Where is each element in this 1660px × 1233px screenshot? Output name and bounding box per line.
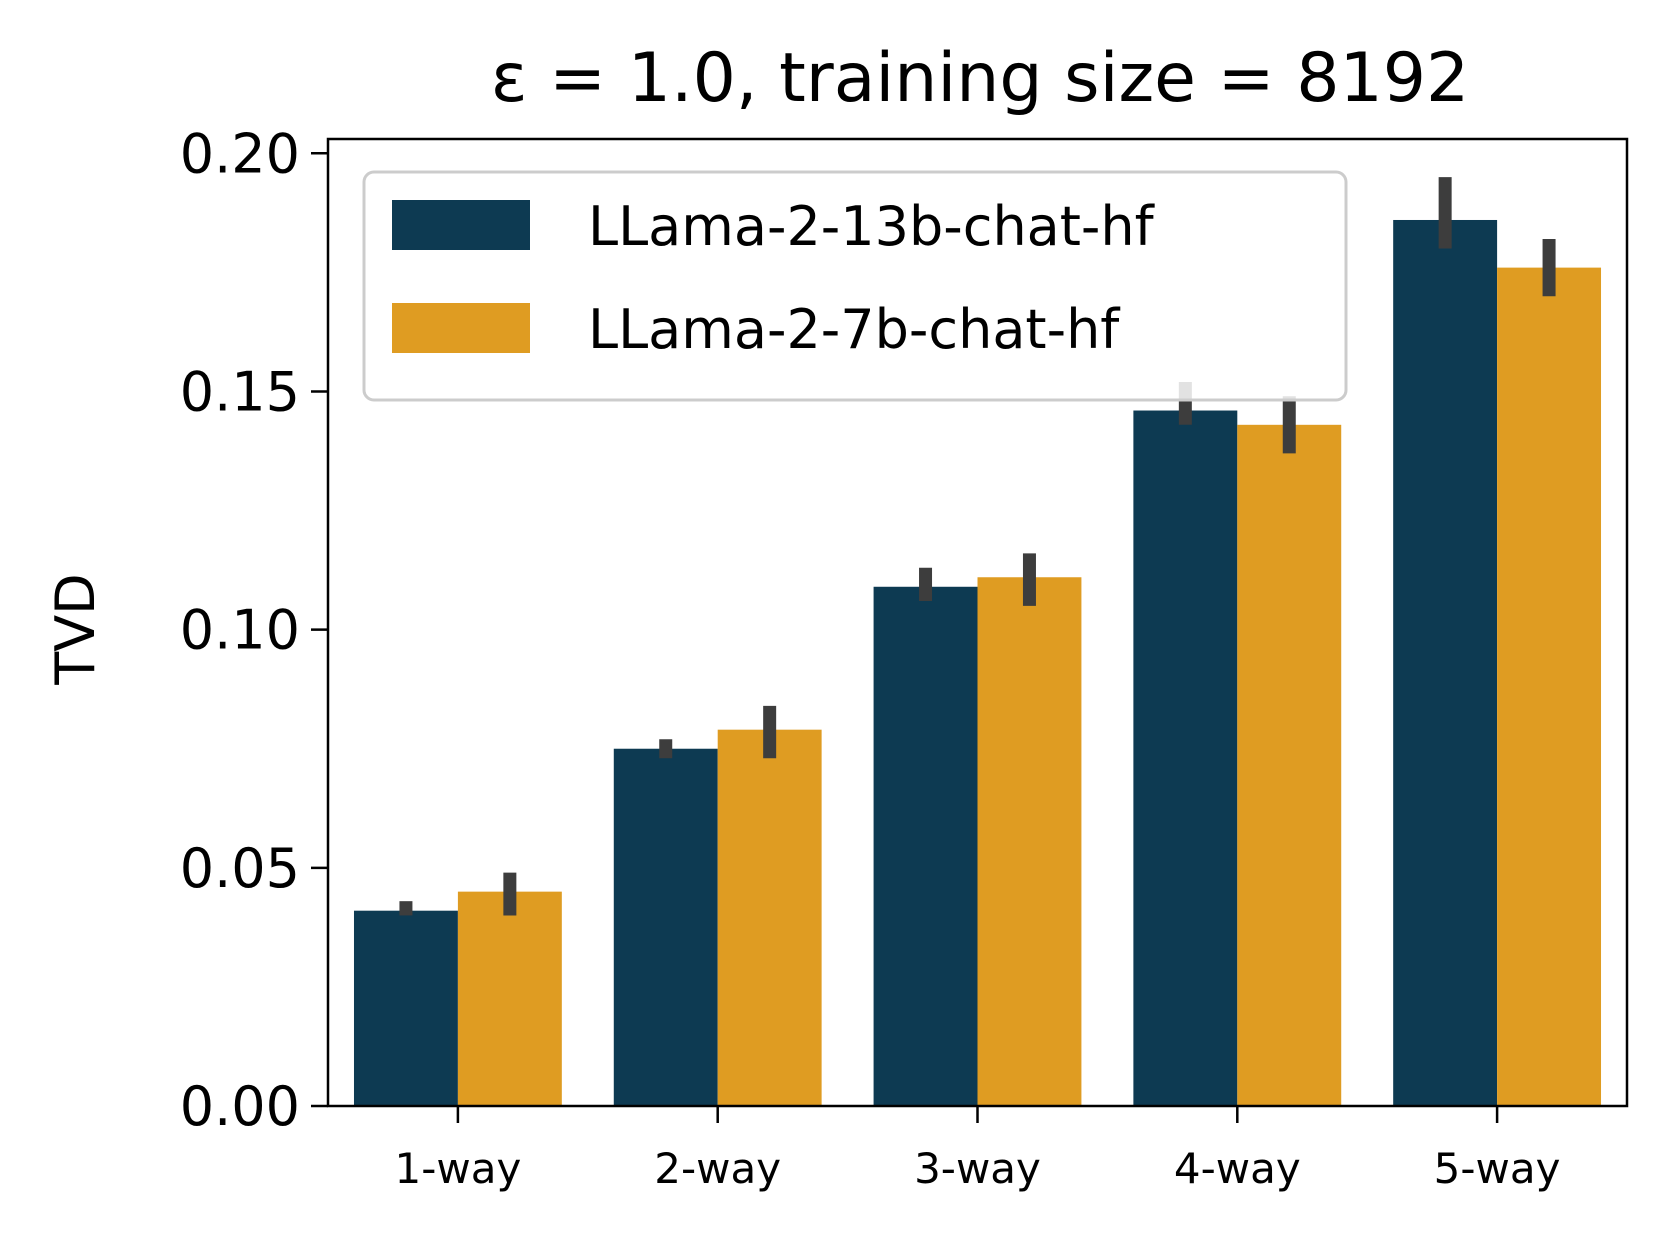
y-tick-label-2: 0.10 <box>180 599 300 662</box>
bar-4-way-series-2 <box>1237 424 1342 1106</box>
legend-label-series-1: LLama-2-13b-chat-hf <box>588 195 1156 258</box>
legend-label-series-2: LLama-2-7b-chat-hf <box>588 298 1121 361</box>
y-tick-label-0: 0.00 <box>180 1075 300 1138</box>
legend: LLama-2-13b-chat-hf LLama-2-7b-chat-hf <box>362 170 1348 402</box>
x-tick-label-2-way: 2-way <box>654 1144 781 1193</box>
y-tick-label-4: 0.20 <box>180 122 300 185</box>
x-tick-label-4-way: 4-way <box>1174 1144 1301 1193</box>
bar-4-way-series-1 <box>1133 410 1238 1106</box>
bar-3-way-series-2 <box>977 577 1082 1106</box>
y-tick-label-1: 0.05 <box>180 837 300 900</box>
bar-2-way-series-2 <box>717 729 822 1106</box>
x-tick-label-3-way: 3-way <box>914 1144 1041 1193</box>
bar-5-way-series-1 <box>1393 219 1498 1107</box>
bar-5-way-series-2 <box>1497 267 1602 1106</box>
legend-swatch-series-2 <box>392 303 530 353</box>
bar-3-way-series-1 <box>873 586 978 1106</box>
legend-box <box>362 170 1348 402</box>
chart-title: ε = 1.0, training size = 8192 <box>491 39 1470 118</box>
bar-1-way-series-2 <box>457 891 562 1106</box>
x-tick-label-1-way: 1-way <box>394 1144 521 1193</box>
y-axis-label: TVD <box>44 573 107 686</box>
plot-area: 0.00 0.05 0.10 0.15 0.20 1-way 2-way 3-way 4-way… <box>180 122 1629 1193</box>
legend-swatch-series-1 <box>392 200 530 250</box>
bar-1-way-series-1 <box>353 910 458 1106</box>
x-tick-label-5-way: 5-way <box>1434 1144 1561 1193</box>
y-tick-label-3: 0.15 <box>180 360 300 423</box>
bar-2-way-series-1 <box>613 748 718 1106</box>
